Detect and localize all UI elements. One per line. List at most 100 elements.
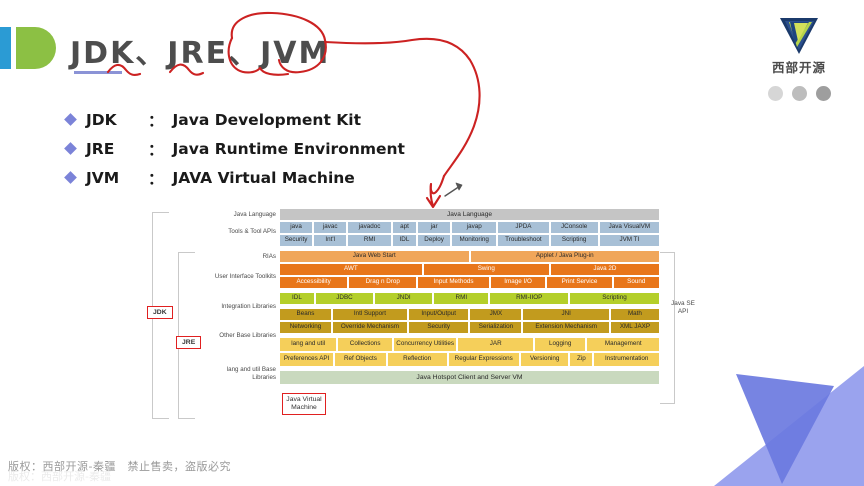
logo-dots bbox=[756, 86, 842, 101]
row-rias: Java Web Start Applet / Java Plug-in bbox=[279, 250, 660, 263]
cell: RMI-IIOP bbox=[489, 292, 569, 305]
cell: Serialization bbox=[469, 321, 523, 334]
cell: java bbox=[279, 221, 314, 234]
cell: jar bbox=[417, 221, 452, 234]
side-label-integration: Integration Libraries bbox=[221, 303, 276, 310]
row-tools-1: java javac javadoc apt jar javap JPDA JC… bbox=[279, 221, 660, 234]
cell: Monitoring bbox=[451, 234, 498, 247]
cell: Java 2D bbox=[549, 263, 660, 276]
cell: JMX bbox=[469, 308, 523, 321]
diamond-bullet-icon bbox=[64, 171, 77, 184]
cell: Swing bbox=[422, 263, 550, 276]
row-base-1: Beans Intl Support Input/Output JMX JNI … bbox=[279, 308, 660, 321]
decor-green-shape bbox=[16, 27, 56, 69]
bullet-separator: ： bbox=[148, 141, 164, 159]
cell: Regular Expressions bbox=[447, 352, 520, 367]
decor-triangles bbox=[674, 326, 864, 486]
cell: Java Web Start bbox=[279, 250, 470, 263]
cell: lang and util bbox=[279, 337, 338, 352]
bullet-separator: ： bbox=[148, 170, 164, 188]
side-label-rias: RIAs bbox=[262, 253, 276, 260]
cell: Security bbox=[279, 234, 314, 247]
cell: JAR bbox=[457, 337, 535, 352]
cell: Management bbox=[586, 337, 660, 352]
jdk-tag: JDK bbox=[147, 306, 173, 319]
cell: Logging bbox=[534, 337, 587, 352]
cell: JDBC bbox=[314, 292, 375, 305]
side-label-lang-util: lang and util Base Libraries bbox=[226, 366, 276, 381]
title-underline bbox=[74, 71, 122, 74]
logo-dot-1 bbox=[767, 86, 783, 101]
cell: Java Language bbox=[279, 208, 660, 221]
cell: Ref Objects bbox=[334, 352, 387, 367]
cell: JPDA bbox=[497, 221, 550, 234]
java-platform-diagram: JDK JRE Java Language Tools & Tool APIs … bbox=[147, 208, 695, 423]
list-item: JVM ： JAVA Virtual Machine bbox=[64, 163, 405, 192]
list-item: JRE ： Java Runtime Environment bbox=[64, 134, 405, 163]
cell: Versioning bbox=[519, 352, 570, 367]
cell: IDL bbox=[279, 292, 315, 305]
page-title: JDK、JRE、JVM bbox=[70, 36, 331, 71]
bullet-value: Java Development Kit bbox=[172, 110, 361, 129]
bullet-key: JVM bbox=[86, 168, 120, 187]
cell: javap bbox=[451, 221, 498, 234]
cell: Security bbox=[407, 321, 470, 334]
side-label-tools: Tools & Tool APIs bbox=[228, 228, 276, 235]
cell: javadoc bbox=[347, 221, 392, 234]
jvm-tag: Java Virtual Machine bbox=[282, 393, 326, 416]
bullet-value: JAVA Virtual Machine bbox=[172, 168, 355, 187]
logo-dot-3 bbox=[815, 86, 831, 101]
row-langutil-2: Preferences API Ref Objects Reflection R… bbox=[279, 352, 660, 367]
logo-dot-2 bbox=[791, 86, 807, 101]
row-base-2: Networking Override Mechanism Security S… bbox=[279, 321, 660, 334]
row-integration: IDL JDBC JNDI RMI RMI-IIOP Scripting bbox=[279, 292, 660, 305]
cell: Sound bbox=[612, 276, 660, 289]
row-ui-1: AWT Swing Java 2D bbox=[279, 263, 660, 276]
jre-tag: JRE bbox=[176, 336, 202, 349]
side-label-java-language: Java Language bbox=[233, 211, 276, 218]
cell: Intl Support bbox=[331, 308, 408, 321]
side-label-other-base: Other Base Libraries bbox=[219, 332, 276, 339]
cell: apt bbox=[391, 221, 418, 234]
row-gap bbox=[279, 247, 660, 250]
cell: Collections bbox=[337, 337, 393, 352]
cell: Deploy bbox=[417, 234, 452, 247]
diagram-side-labels: Java Language Tools & Tool APIs RIAs Use… bbox=[200, 208, 326, 423]
cell: Beans bbox=[279, 308, 332, 321]
cell: Drag n Drop bbox=[348, 276, 418, 289]
cell: JNDI bbox=[374, 292, 434, 305]
cell: RMI bbox=[433, 292, 490, 305]
cell: Reflection bbox=[386, 352, 448, 367]
cell: RMI bbox=[347, 234, 392, 247]
java-se-api-label: Java SE API bbox=[671, 300, 695, 316]
cell: Print Service bbox=[546, 276, 613, 289]
cell: AWT bbox=[279, 263, 423, 276]
jre-bracket bbox=[178, 252, 195, 419]
cell: Networking bbox=[279, 321, 332, 334]
diamond-bullet-icon bbox=[64, 142, 77, 155]
cell: XML JAXP bbox=[609, 321, 660, 334]
decor-blue-bar bbox=[0, 27, 11, 69]
row-ui-2: Accessibility Drag n Drop Input Methods … bbox=[279, 276, 660, 289]
cell: Applet / Java Plug-in bbox=[469, 250, 660, 263]
cell: IDL bbox=[391, 234, 418, 247]
bullet-value: Java Runtime Environment bbox=[172, 139, 405, 158]
row-gap bbox=[279, 305, 660, 308]
row-jvm: Java Hotspot Client and Server VM bbox=[279, 370, 660, 385]
java-se-api-bracket bbox=[660, 252, 675, 404]
cell: Scripting bbox=[568, 292, 660, 305]
cell: Image I/O bbox=[489, 276, 547, 289]
row-gap bbox=[279, 289, 660, 292]
cell: Extension Mechanism bbox=[522, 321, 610, 334]
cell: Java Hotspot Client and Server VM bbox=[279, 370, 660, 385]
cell: Preferences API bbox=[279, 352, 335, 367]
cell: Input/Output bbox=[407, 308, 470, 321]
copyright-footer: 版权：西部开源-秦疆 禁止售卖，盗版必究 bbox=[8, 460, 231, 473]
list-item: JDK ： Java Development Kit bbox=[64, 105, 405, 134]
bullet-list: JDK ： Java Development Kit JRE ： Java Ru… bbox=[64, 105, 405, 192]
cell: Accessibility bbox=[279, 276, 349, 289]
side-label-ui-toolkits: User Interface Toolkits bbox=[214, 273, 276, 280]
logo-text: 西部开源 bbox=[771, 60, 826, 75]
row-java-language: Java Language bbox=[279, 208, 660, 221]
